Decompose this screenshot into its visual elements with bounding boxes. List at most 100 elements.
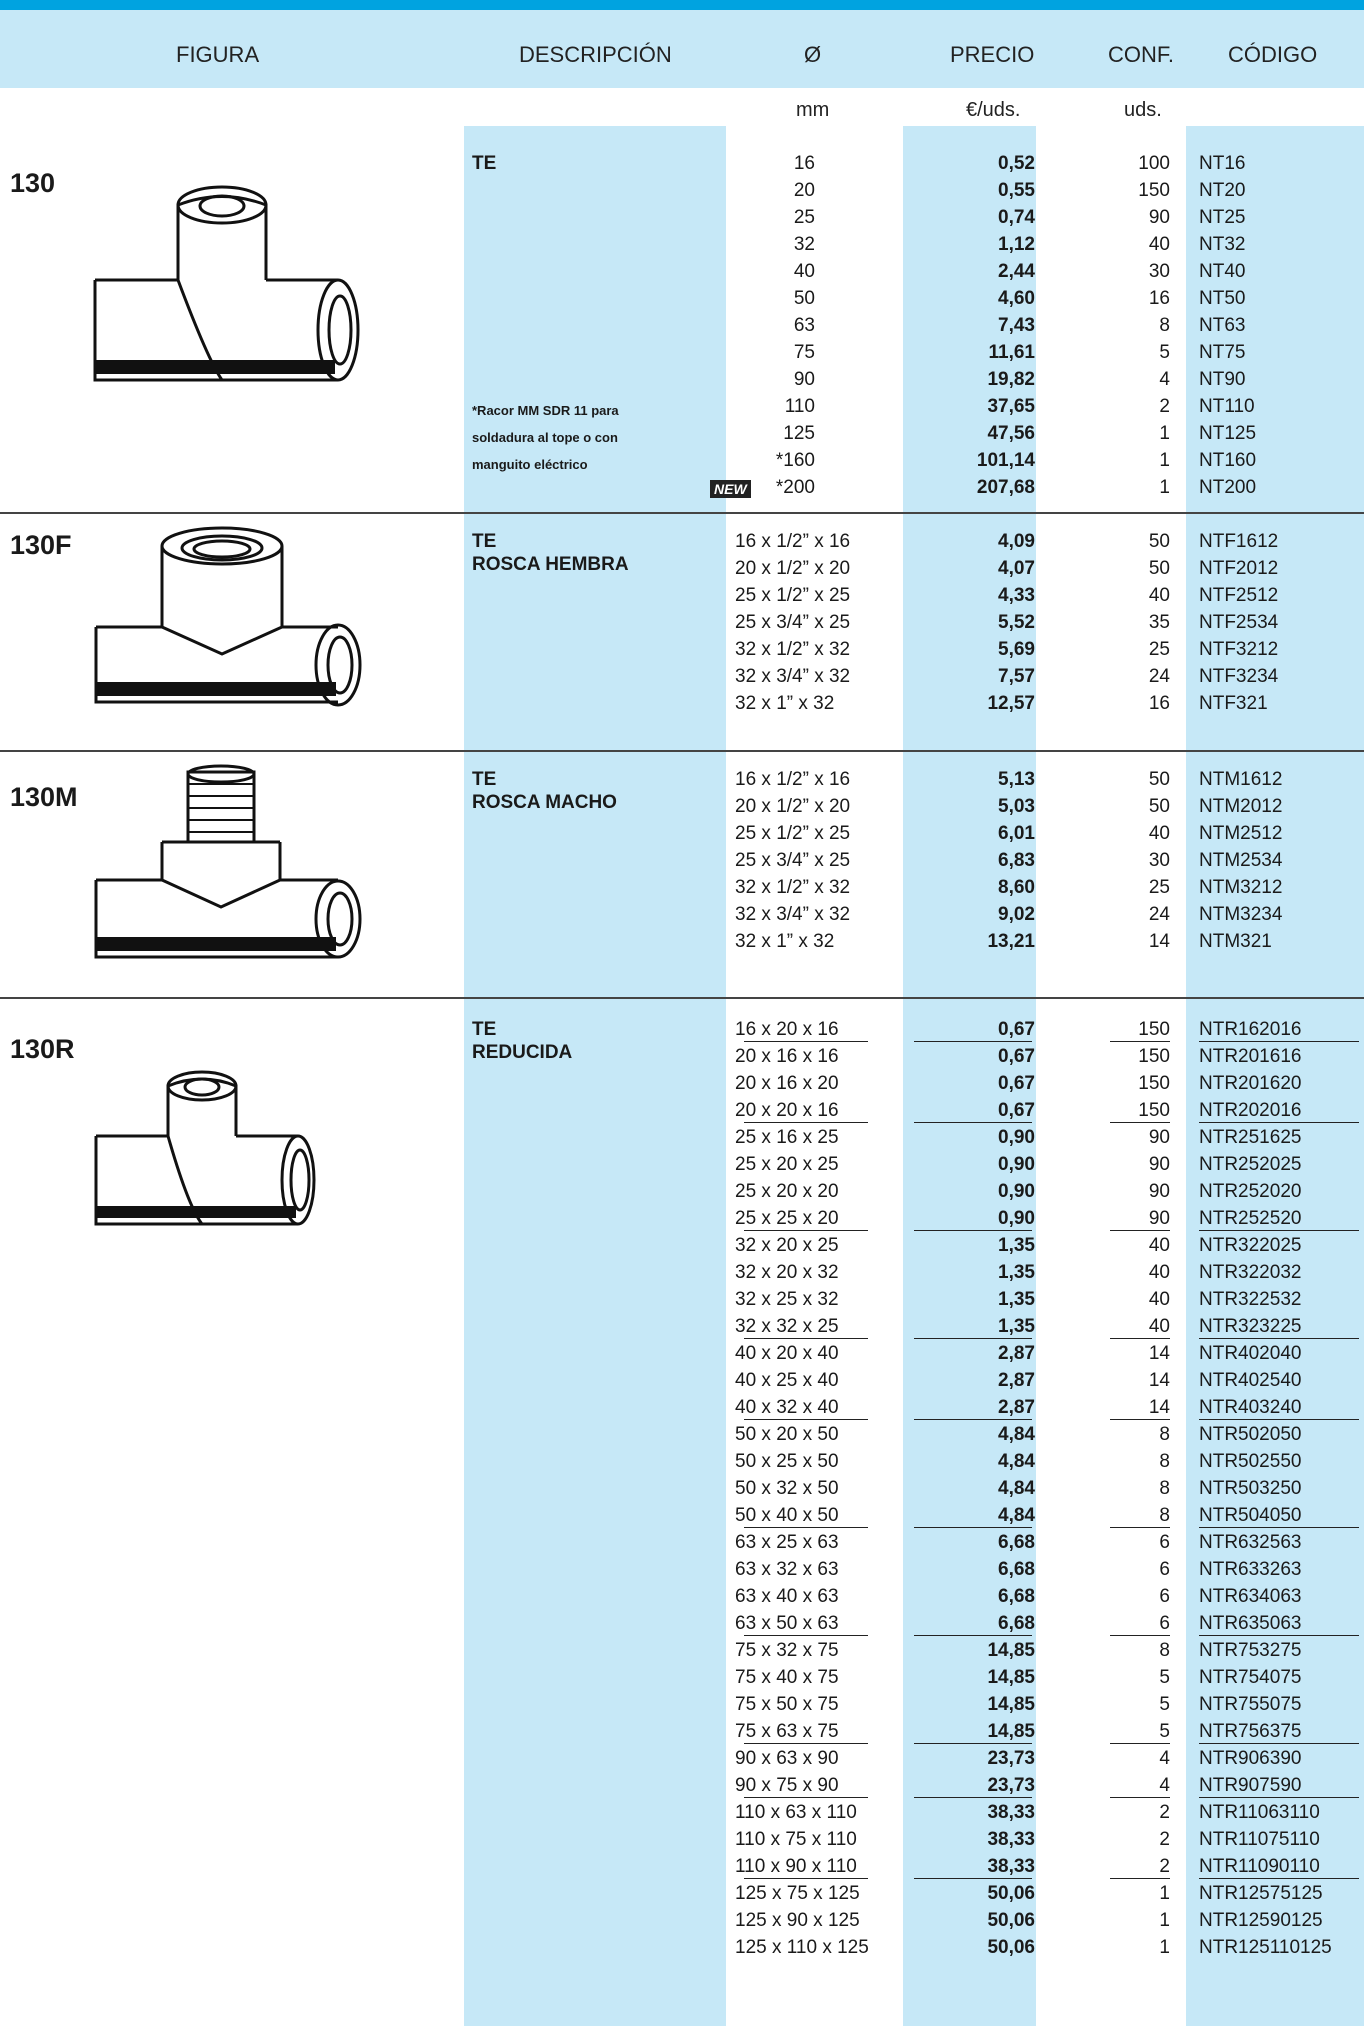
- price-cell: 6,83: [998, 850, 1035, 871]
- diameter-cell: 25 x 3/4” x 25: [735, 612, 851, 633]
- diameter-cell: 110 x 75 x 110: [735, 1829, 857, 1850]
- table-row: 32 x 1” x 32 13,21 14 NTM321: [0, 928, 1364, 955]
- diameter-cell: 75: [793, 342, 815, 363]
- conf-cell: 50: [1148, 558, 1170, 579]
- diameter-cell: 50: [793, 288, 815, 309]
- conf-cell: 40: [1148, 585, 1170, 606]
- diameter-cell: 32 x 1” x 32: [735, 931, 835, 952]
- table-row: 50 x 32 x 50 4,84 8 NTR503250: [0, 1475, 1364, 1502]
- group-underline: [1110, 1122, 1170, 1123]
- price-cell: 23,73: [987, 1775, 1035, 1796]
- code-cell: NTR503250: [1199, 1478, 1302, 1499]
- table-row: 75 11,61 5 NT75: [0, 339, 1364, 366]
- table-row: 32 x 1” x 32 12,57 16 NTF321: [0, 690, 1364, 717]
- code-cell: NTM3212: [1199, 877, 1283, 898]
- table-row: 20 0,55 150 NT20: [0, 177, 1364, 204]
- conf-cell: 16: [1148, 693, 1170, 714]
- conf-cell: 150: [1138, 1019, 1170, 1040]
- conf-cell: 25: [1148, 639, 1170, 660]
- conf-cell: 50: [1148, 769, 1170, 790]
- price-cell: 13,21: [987, 931, 1035, 952]
- rows-130: 16 0,52 100 NT16 20 0,55 150 NT20 25 0,74 90 NT25 32…: [0, 150, 1364, 501]
- table-row: 90 19,82 4 NT90: [0, 366, 1364, 393]
- price-cell: 14,85: [987, 1694, 1035, 1715]
- conf-cell: 50: [1148, 531, 1170, 552]
- diameter-cell: 20 x 16 x 16: [735, 1046, 839, 1067]
- conf-cell: 25: [1148, 877, 1170, 898]
- table-row: 90 x 75 x 90 23,73 4 NTR907590: [0, 1772, 1364, 1799]
- diameter-cell: 25 x 1/2” x 25: [735, 585, 851, 606]
- price-cell: 0,90: [998, 1127, 1035, 1148]
- group-underline: [914, 1635, 1032, 1636]
- price-cell: 1,12: [998, 234, 1035, 255]
- price-cell: 14,85: [987, 1721, 1035, 1742]
- table-row: 63 x 50 x 63 6,68 6 NTR635063: [0, 1610, 1364, 1637]
- price-cell: 0,90: [998, 1208, 1035, 1229]
- table-row: 125 x 90 x 125 50,06 1 NTR12590125: [0, 1907, 1364, 1934]
- conf-cell: 30: [1148, 850, 1170, 871]
- price-cell: 2,87: [998, 1370, 1035, 1391]
- conf-cell: 5: [1159, 342, 1170, 363]
- tee-female-thread-illustration: [94, 526, 362, 707]
- price-cell: 0,90: [998, 1181, 1035, 1202]
- code-cell: NT50: [1199, 288, 1246, 309]
- table-row: 50 x 40 x 50 4,84 8 NTR504050: [0, 1502, 1364, 1529]
- group-underline: [744, 1041, 868, 1042]
- diameter-cell: 40 x 32 x 40: [735, 1397, 839, 1418]
- code-cell: NTR201616: [1199, 1046, 1302, 1067]
- price-cell: 6,68: [998, 1613, 1035, 1634]
- table-row: 16 x 20 x 16 0,67 150 NTR162016: [0, 1016, 1364, 1043]
- description-te: TE: [472, 152, 496, 175]
- conf-cell: 90: [1148, 1208, 1170, 1229]
- diameter-cell: 75 x 63 x 75: [735, 1721, 839, 1742]
- price-cell: 4,09: [998, 531, 1035, 552]
- code-cell: NTR402540: [1199, 1370, 1302, 1391]
- conf-cell: 4: [1159, 1748, 1170, 1769]
- table-header: FIGURA DESCRIPCIÓN Ø PRECIO CONF. CÓDIGO: [0, 10, 1364, 88]
- diameter-cell: 50 x 32 x 50: [735, 1478, 839, 1499]
- table-row: 32 x 20 x 25 1,35 40 NTR322025: [0, 1232, 1364, 1259]
- group-underline: [1110, 1797, 1170, 1798]
- diameter-cell: 16 x 20 x 16: [735, 1019, 839, 1040]
- diameter-cell: 40: [793, 261, 815, 282]
- conf-cell: 40: [1148, 1289, 1170, 1310]
- group-underline: [1199, 1230, 1359, 1231]
- diameter-cell: 20: [793, 180, 815, 201]
- code-cell: NT32: [1199, 234, 1246, 255]
- tee-fitting-illustration: [93, 185, 360, 382]
- price-cell: 50,06: [987, 1883, 1035, 1904]
- diameter-cell: 63 x 50 x 63: [735, 1613, 839, 1634]
- diameter-cell: 25 x 16 x 25: [735, 1127, 839, 1148]
- conf-cell: 150: [1138, 180, 1170, 201]
- code-cell: NTR323225: [1199, 1316, 1302, 1337]
- group-underline: [914, 1743, 1032, 1744]
- unit-precio: €/uds.: [966, 99, 1021, 121]
- diameter-cell: 63 x 32 x 63: [735, 1559, 839, 1580]
- group-underline: [1199, 1743, 1359, 1744]
- price-cell: 5,69: [998, 639, 1035, 660]
- price-cell: 38,33: [987, 1802, 1035, 1823]
- group-underline: [1110, 1041, 1170, 1042]
- diameter-cell: 32 x 20 x 32: [735, 1262, 839, 1283]
- price-cell: 12,57: [987, 693, 1035, 714]
- group-underline: [1199, 1797, 1359, 1798]
- description-column-bg: [464, 126, 726, 2026]
- diameter-cell: 20 x 20 x 16: [735, 1100, 839, 1121]
- conf-cell: 40: [1148, 1316, 1170, 1337]
- code-cell: NT63: [1199, 315, 1246, 336]
- price-cell: 19,82: [987, 369, 1035, 390]
- price-cell: 0,67: [998, 1019, 1035, 1040]
- diameter-cell: 63: [793, 315, 815, 336]
- code-cell: NTR252020: [1199, 1181, 1302, 1202]
- diameter-cell: 40 x 20 x 40: [735, 1343, 839, 1364]
- code-cell: NTM2512: [1199, 823, 1283, 844]
- conf-cell: 40: [1148, 1235, 1170, 1256]
- table-row: 75 x 40 x 75 14,85 5 NTR754075: [0, 1664, 1364, 1691]
- code-cell: NTR322025: [1199, 1235, 1302, 1256]
- group-underline: [1199, 1878, 1359, 1879]
- conf-cell: 150: [1138, 1046, 1170, 1067]
- table-row: 110 x 90 x 110 38,33 2 NTR11090110: [0, 1853, 1364, 1880]
- figure-label-130m: 130M: [10, 782, 78, 812]
- conf-cell: 40: [1148, 234, 1170, 255]
- group-underline: [744, 1797, 868, 1798]
